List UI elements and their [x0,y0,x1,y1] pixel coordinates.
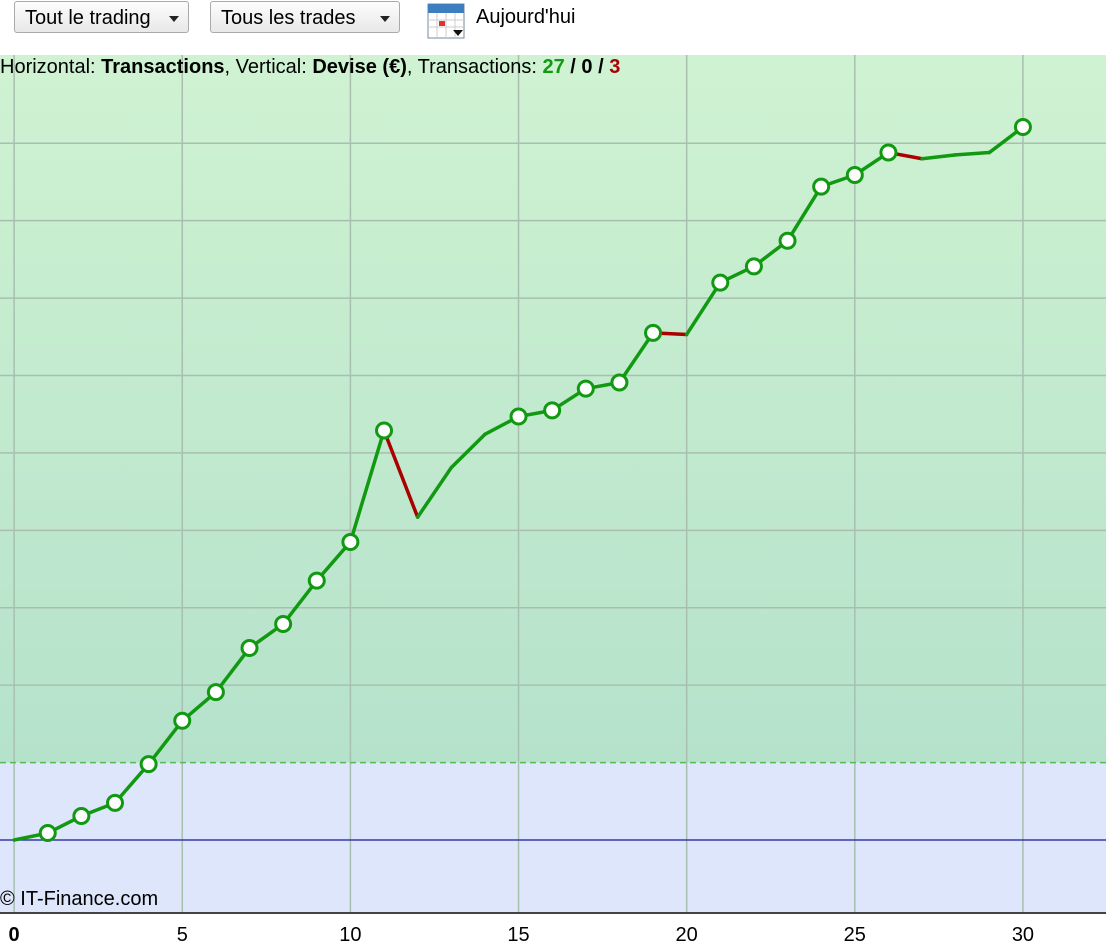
losses: 3 [609,56,621,78]
x-tick-label: 15 [507,924,529,946]
marker [173,711,192,730]
base-zone [0,762,1106,912]
even: 0 [581,56,593,78]
x-tick-label: 25 [844,924,866,946]
marker [38,824,57,843]
info-line: Horizontal: Transactions, Vertical: Devi… [0,56,620,79]
marker [543,401,562,420]
marker [307,571,326,590]
marker [845,165,864,184]
marker [1013,117,1032,136]
line-segment [684,280,723,337]
dropdown[interactable]: Tout le trading [14,1,189,33]
marker [711,273,730,292]
marker [509,407,528,426]
date-label: Aujourd'hui [476,6,576,28]
marker [644,323,663,342]
x-tick-label: 5 [177,924,188,946]
marker [274,615,293,634]
marker [375,421,394,440]
marker [206,683,225,702]
line-segment [617,331,655,385]
text: Transactions [101,56,225,78]
x-tick-label: 0 [9,924,20,946]
marker [744,257,763,276]
line-segment [449,432,487,470]
line-segment [953,150,992,157]
line-segment [281,578,319,626]
marker [879,143,898,162]
line-segment [415,465,454,519]
marker [778,231,797,250]
marker [576,379,595,398]
marker [341,532,360,551]
marker [610,373,629,392]
calendar-icon[interactable] [426,0,466,40]
line-segment [348,428,386,544]
marker [240,639,259,658]
text: Devise (€) [312,56,407,78]
line-segment [920,153,958,161]
text: / [564,56,582,78]
line-segment [382,428,420,519]
text: Horizontal: [0,56,102,78]
x-tick-label: 20 [676,924,698,946]
line-segment [785,184,823,243]
text: , Vertical: [224,56,313,78]
marker [139,755,158,774]
x-tick-label: 30 [1012,924,1034,946]
copyright: © IT-Finance.com [0,888,159,910]
line-segment [146,719,185,766]
x-tick-label: 10 [339,924,361,946]
text: , Transactions: [406,56,543,78]
line-segment [214,646,252,694]
marker [72,807,91,826]
marker [106,793,125,812]
text: / [592,56,610,78]
dropdown[interactable]: Tous les trades [210,1,400,33]
marker [812,177,831,196]
wins: 27 [542,56,565,78]
